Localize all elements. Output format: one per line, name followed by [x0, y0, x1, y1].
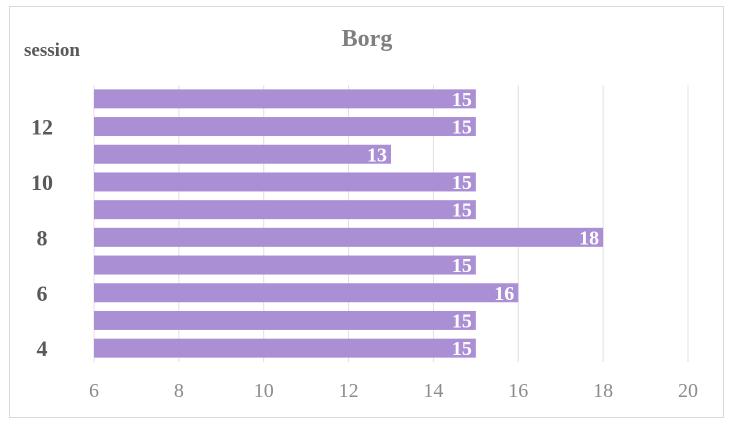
- bar: [94, 255, 476, 275]
- y-tick-label: 8: [37, 225, 48, 250]
- y-tick-label: 10: [31, 170, 53, 195]
- y-tick-label: 4: [37, 336, 48, 361]
- x-tick-label: 16: [508, 380, 528, 402]
- bar: [94, 144, 391, 164]
- y-tick-label: 12: [31, 115, 53, 140]
- bar: [94, 117, 476, 137]
- bar: [94, 172, 476, 192]
- bar-data-label: 15: [452, 200, 472, 222]
- x-tick-label: 12: [339, 380, 359, 402]
- bar-data-label: 15: [452, 89, 472, 111]
- bar: [94, 283, 519, 303]
- bar-data-label: 15: [452, 172, 472, 194]
- y-tick-label: 6: [37, 281, 48, 306]
- bar-data-label: 16: [494, 283, 514, 305]
- x-tick-label: 10: [254, 380, 274, 402]
- bar: [94, 89, 476, 109]
- y-axis-title: session: [24, 40, 80, 61]
- bar-data-label: 15: [452, 338, 472, 360]
- bar: [94, 227, 604, 247]
- x-tick-label: 14: [423, 380, 443, 402]
- bar: [94, 338, 476, 358]
- x-tick-label: 8: [174, 380, 184, 402]
- x-tick-label: 18: [593, 380, 613, 402]
- x-tick-label: 20: [678, 380, 698, 402]
- bar-data-label: 15: [452, 117, 472, 139]
- bar-data-label: 15: [452, 255, 472, 277]
- bar-data-label: 15: [452, 310, 472, 332]
- bar-data-label: 13: [367, 144, 387, 166]
- x-tick-label: 6: [89, 380, 99, 402]
- bar: [94, 310, 476, 330]
- chart-title: Borg: [341, 26, 393, 52]
- bar: [94, 200, 476, 220]
- bar-data-label: 18: [579, 227, 599, 249]
